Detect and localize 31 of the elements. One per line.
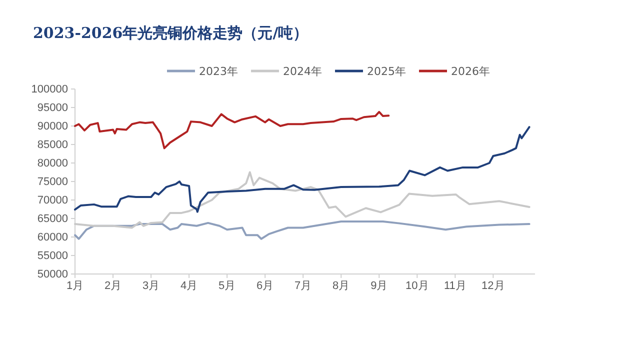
y-tick-label: 80000 — [37, 158, 68, 170]
y-tick-label: 60000 — [37, 232, 68, 244]
x-tick-label: 4月 — [180, 280, 198, 292]
y-tick-label: 75000 — [37, 176, 68, 188]
x-tick-label: 9月 — [370, 280, 388, 292]
x-tick-label: 8月 — [332, 280, 350, 292]
y-tick-label: 50000 — [37, 268, 68, 281]
y-tick-label: 55000 — [37, 250, 68, 262]
line-series — [74, 220, 530, 240]
y-tick-label: 90000 — [37, 120, 68, 133]
y-tick-label: 65000 — [37, 213, 68, 226]
x-tick-label: 11月 — [444, 280, 466, 292]
legend-label: 2025年 — [367, 65, 406, 78]
legend-label: 2026年 — [451, 65, 490, 78]
x-tick-label: 5月 — [218, 280, 236, 292]
legend-label: 2023年 — [199, 65, 238, 78]
x-tick-label: 1月 — [66, 280, 84, 292]
chart-title: 2023-2026年光亮铜价格走势（元/吨） — [33, 24, 308, 42]
x-tick-label: 6月 — [256, 280, 274, 292]
x-tick-label: 7月 — [294, 280, 312, 292]
x-tick-label: 12月 — [482, 280, 505, 292]
y-tick-label: 95000 — [37, 102, 68, 114]
legend-label: 2024年 — [283, 65, 322, 78]
y-tick-label: 85000 — [37, 139, 68, 152]
line-series — [74, 126, 530, 213]
y-tick-label: 70000 — [37, 194, 68, 207]
x-tick-label: 2月 — [104, 280, 122, 292]
x-tick-label: 3月 — [142, 280, 160, 292]
line-series — [74, 110, 390, 150]
y-tick-label: 100000 — [31, 84, 68, 96]
x-tick-label: 10月 — [406, 280, 429, 292]
